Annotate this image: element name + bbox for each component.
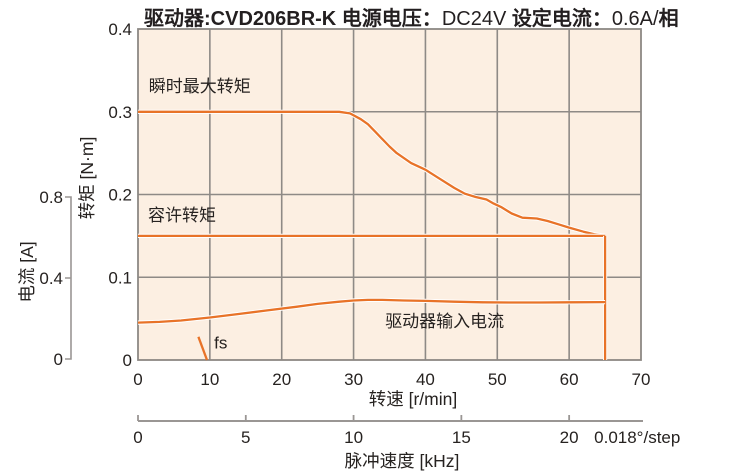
chart-title: 驱动器:CVD206BR-K 电源电压：DC24V 设定电流：0.6A/相	[144, 2, 744, 31]
current-tick-label: 0	[54, 350, 63, 369]
pulse-tick-label: 0	[133, 428, 142, 447]
curve-fs-start-frequency	[197, 336, 209, 361]
torque-tick-label: 0	[123, 351, 132, 370]
label-fs: fs	[214, 333, 227, 352]
speed-tick-label: 30	[344, 370, 363, 389]
current-tick-label: 0.4	[39, 269, 63, 288]
pulse-axis-title: 脉冲速度 [kHz]	[345, 451, 460, 471]
speed-tick-label: 10	[200, 370, 219, 389]
speed-tick-label: 70	[632, 370, 651, 389]
current-axis	[65, 196, 72, 360]
current-axis-title: 电流 [A]	[17, 241, 37, 302]
label-permissible-torque: 容许转矩	[148, 206, 216, 225]
label-instantaneous-max-torque: 瞬时最大转矩	[149, 77, 251, 96]
chart-title-segment: 驱动器:CVD206BR-K	[144, 8, 337, 30]
chart-title-segment: 0.6A/	[611, 8, 659, 30]
curve-driver-input-current	[137, 298, 606, 324]
curve-instantaneous-max-torque	[138, 110, 606, 238]
speed-tick-label: 0	[133, 370, 142, 389]
pulse-tick-label: 20	[560, 428, 579, 447]
label-driver-input-current: 驱动器输入电流	[385, 312, 504, 331]
pulse-tick-label: 10	[344, 428, 363, 447]
speed-tick-label: 20	[272, 370, 291, 389]
chart-title-segment: DC24V	[441, 8, 507, 30]
torque-axis-title: 转矩 [N·m]	[77, 137, 97, 220]
plot-border	[137, 28, 642, 361]
torque-tick-label: 0.2	[108, 186, 132, 205]
speed-tick-label: 50	[488, 370, 507, 389]
speed-tick-label: 40	[416, 370, 435, 389]
torque-tick-label: 0.1	[108, 268, 132, 287]
pulse-tick-label: 15	[452, 428, 471, 447]
chart-title-segment: 相	[658, 8, 679, 30]
torque-tick-label: 0.3	[108, 103, 132, 122]
torque-tick-label: 0.4	[108, 20, 132, 39]
pulse-tick-label: 5	[241, 428, 250, 447]
chart-title-segment: 设定电流：	[506, 8, 612, 30]
current-tick-label: 0.8	[39, 188, 63, 207]
speed-axis-title: 转速 [r/min]	[369, 389, 457, 409]
chart-title-segment: 电源电压：	[336, 8, 442, 30]
step-angle-note: 0.018°/step	[594, 428, 680, 447]
speed-tick-label: 60	[560, 370, 579, 389]
